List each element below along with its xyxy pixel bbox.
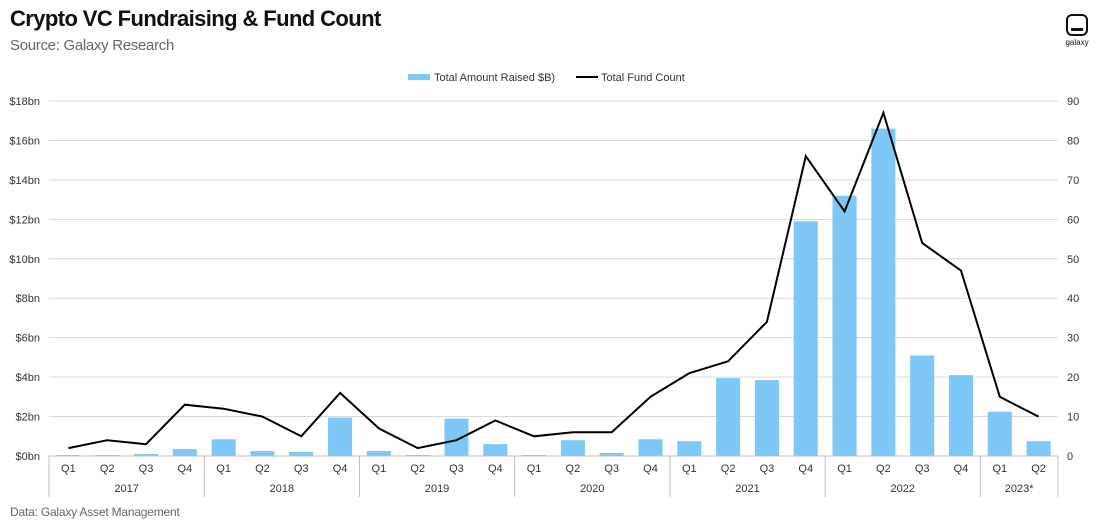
x-quarter-label: Q3 (604, 463, 619, 475)
y-left-tick-label: $16bn (9, 135, 40, 147)
x-quarter-label: Q2 (721, 463, 736, 475)
y-right-tick-label: 40 (1067, 293, 1079, 305)
y-right-tick-label: 90 (1067, 96, 1079, 108)
chart-title: Crypto VC Fundraising & Fund Count (10, 6, 381, 31)
galaxy-logo-word: galaxy (1065, 38, 1089, 47)
x-quarter-label: Q3 (915, 463, 930, 475)
bar (987, 411, 1012, 456)
x-year-label: 2019 (425, 483, 449, 495)
legend-bar-swatch (408, 74, 430, 80)
x-quarter-label: Q1 (372, 463, 387, 475)
bar (289, 452, 314, 456)
x-quarter-label: Q4 (333, 463, 348, 475)
y-left-tick-label: $18bn (9, 96, 40, 108)
bar (250, 451, 275, 456)
bar (832, 195, 857, 456)
galaxy-logo-icon (1066, 14, 1088, 36)
x-year-label: 2018 (270, 483, 294, 495)
y-left-tick-label: $10bn (9, 254, 40, 266)
x-quarter-label: Q2 (566, 463, 581, 475)
bar (754, 380, 779, 456)
x-year-label: 2021 (735, 483, 759, 495)
y-left-tick-label: $4bn (16, 372, 40, 384)
y-left-tick-label: $2bn (16, 412, 40, 424)
legend-line-label: Total Fund Count (601, 72, 685, 84)
x-year-label: 2017 (114, 483, 138, 495)
y-right-tick-label: 80 (1067, 135, 1079, 147)
x-year-label: 2023* (1005, 483, 1034, 495)
y-left-tick-label: $0bn (16, 451, 40, 463)
bar (871, 128, 896, 456)
y-right-tick-label: 0 (1067, 451, 1073, 463)
bar (638, 439, 663, 456)
x-quarter-label: Q4 (643, 463, 658, 475)
x-quarter-label: Q2 (410, 463, 425, 475)
bar (328, 417, 353, 456)
y-right-tick-label: 60 (1067, 214, 1079, 226)
bar (599, 453, 624, 456)
data-source-note: Data: Galaxy Asset Management (10, 505, 180, 519)
x-quarter-label: Q4 (798, 463, 813, 475)
x-quarter-label: Q3 (294, 463, 309, 475)
bar (716, 378, 741, 456)
x-quarter-label: Q4 (954, 463, 969, 475)
x-quarter-label: Q4 (177, 463, 192, 475)
y-right-tick-label: 20 (1067, 372, 1079, 384)
x-quarter-label: Q1 (527, 463, 542, 475)
y-left-tick-label: $8bn (16, 293, 40, 305)
y-left-tick-label: $12bn (9, 214, 40, 226)
y-right-tick-label: 70 (1067, 175, 1079, 187)
bar (366, 451, 391, 456)
legend-bar-label: Total Amount Raised $B) (434, 72, 555, 84)
x-quarter-label: Q2 (1031, 463, 1046, 475)
x-quarter-label: Q2 (876, 463, 891, 475)
x-quarter-label: Q1 (216, 463, 231, 475)
bar (910, 355, 935, 456)
x-quarter-label: Q2 (255, 463, 270, 475)
x-quarter-label: Q1 (992, 463, 1007, 475)
galaxy-logo: galaxy (1062, 14, 1092, 47)
y-left-tick-label: $6bn (16, 333, 40, 345)
bar (133, 454, 159, 456)
x-quarter-label: Q1 (837, 463, 852, 475)
bar (444, 418, 469, 456)
x-quarter-label: Q1 (61, 463, 76, 475)
bar (560, 440, 585, 456)
bar (483, 444, 508, 456)
bar (948, 375, 974, 456)
x-quarter-label: Q3 (139, 463, 154, 475)
x-quarter-label: Q2 (100, 463, 115, 475)
y-left-tick-label: $14bn (9, 175, 40, 187)
fund-count-line (68, 109, 1040, 450)
bar (793, 221, 818, 456)
y-right-tick-label: 10 (1067, 412, 1079, 424)
bar (677, 441, 702, 456)
bar (172, 449, 197, 456)
y-right-tick-label: 30 (1067, 333, 1079, 345)
y-right-tick-label: 50 (1067, 254, 1079, 266)
bar (211, 439, 236, 456)
x-year-label: 2022 (891, 483, 915, 495)
x-quarter-label: Q1 (682, 463, 697, 475)
bar (1026, 441, 1051, 456)
x-quarter-label: Q3 (449, 463, 464, 475)
chart-subtitle: Source: Galaxy Research (10, 37, 175, 54)
x-year-label: 2020 (580, 483, 604, 495)
x-quarter-label: Q3 (760, 463, 775, 475)
x-quarter-label: Q4 (488, 463, 503, 475)
